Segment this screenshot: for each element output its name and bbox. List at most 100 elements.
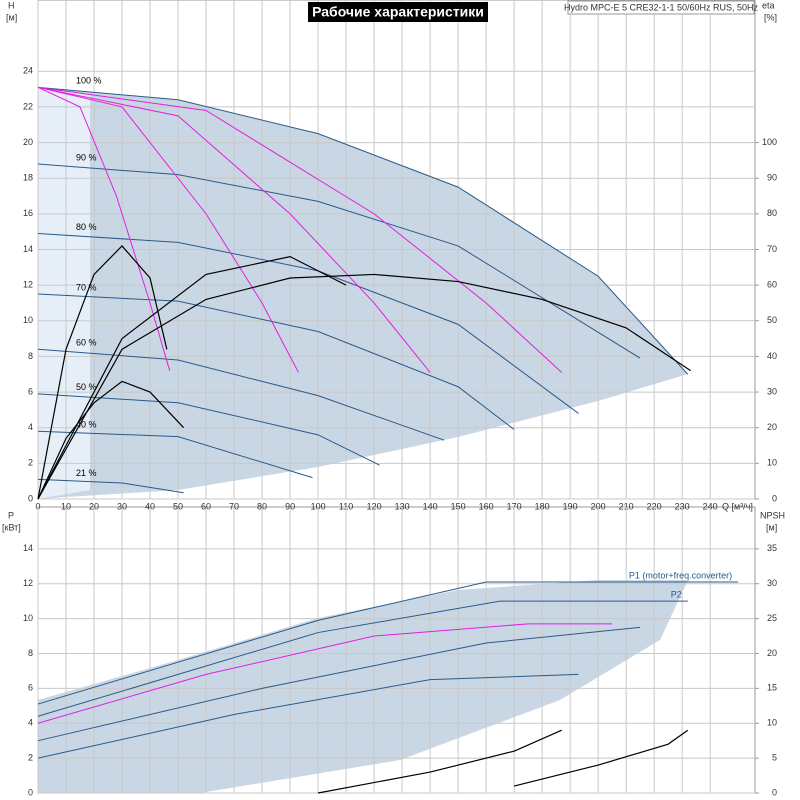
y-tick-label: 18 [23, 173, 33, 183]
x-tick-label: 150 [451, 501, 466, 511]
y-tick-label: 0 [28, 787, 33, 797]
operating-area-light [38, 87, 90, 499]
curve [37, 393, 380, 466]
y-tick-label: 12 [23, 578, 33, 588]
y-tick-label: 8 [28, 351, 33, 361]
curve-label: 70 % [76, 282, 97, 292]
curve-label: 80 % [76, 222, 97, 232]
y-tick-label: 8 [28, 648, 33, 658]
y2-tick-label: 25 [767, 613, 777, 623]
y-tick-label: 14 [23, 543, 33, 553]
y-tick-label: 2 [28, 752, 33, 762]
curve-label: 60 % [76, 338, 97, 348]
x-tick-label: 220 [647, 501, 662, 511]
x-tick-label: 240 [703, 501, 718, 511]
x-tick-label: 40 [145, 501, 155, 511]
y-label: P [8, 510, 14, 520]
y-tick-label: 22 [23, 101, 33, 111]
curve [37, 380, 185, 500]
y2-tick-label: 60 [767, 280, 777, 290]
x-tick-label: 210 [619, 501, 634, 511]
y2-tick-label: 80 [767, 208, 777, 218]
curve [37, 86, 171, 371]
curve [37, 623, 613, 724]
x-tick-label: 190 [563, 501, 578, 511]
x-tick-label: 200 [591, 501, 606, 511]
y-tick-label: 6 [28, 386, 33, 396]
curve [37, 86, 689, 375]
y-tick-label: 6 [28, 683, 33, 693]
y-unit: [м] [6, 12, 17, 22]
x-tick-label: 10 [61, 501, 71, 511]
y-tick-label: 10 [23, 315, 33, 325]
y-tick-label: 20 [23, 137, 33, 147]
x-tick-label: 60 [201, 501, 211, 511]
y2-unit: [%] [764, 12, 777, 22]
y-tick-label: 2 [28, 458, 33, 468]
curve-label: 90 % [76, 152, 97, 162]
x-tick-label: 120 [367, 501, 382, 511]
curve [37, 600, 688, 717]
y2-unit: [м] [766, 522, 777, 532]
y-label: H [8, 0, 15, 10]
x-label: Q [м³/ч] [722, 501, 753, 511]
curve [37, 86, 431, 373]
operating-area [38, 87, 688, 499]
y2-tick-label: 5 [772, 752, 777, 762]
y2-tick-label: 0 [772, 787, 777, 797]
curve [37, 673, 579, 759]
x-tick-label: 160 [479, 501, 494, 511]
curve [37, 293, 515, 430]
y-tick-label: 12 [23, 280, 33, 290]
curve-label: 40 % [76, 420, 97, 430]
y2-tick-label: 30 [767, 578, 777, 588]
y2-tick-label: 20 [767, 648, 777, 658]
annotation-box [567, 0, 755, 15]
y-tick-label: 14 [23, 244, 33, 254]
chart-layer: 0 10 20 30 40 50 60 70 80 90 100 110 120 130 140 150 160… [23, 0, 777, 797]
y-tick-label: 16 [23, 208, 33, 218]
y2-tick-label: 0 [772, 493, 777, 503]
x-tick-label: 140 [423, 501, 438, 511]
x-tick-label: 20 [89, 501, 99, 511]
x-tick-label: 230 [675, 501, 690, 511]
curve-label: P2 [671, 590, 682, 600]
curve [37, 273, 691, 500]
x-tick-label: 110 [339, 501, 353, 511]
x-tick-label: 130 [395, 501, 410, 511]
y2-tick-label: 90 [767, 173, 777, 183]
x-tick-label: 100 [311, 501, 326, 511]
curve [37, 163, 641, 359]
x-tick-label: 30 [117, 501, 127, 511]
curve [37, 626, 641, 742]
y2-tick-label: 70 [767, 244, 777, 254]
y2-tick-label: 100 [762, 137, 777, 147]
x-tick-label: 0 [35, 501, 40, 511]
curve [37, 348, 445, 441]
curve [37, 478, 184, 494]
y2-tick-label: 50 [767, 315, 777, 325]
curve [37, 245, 168, 500]
curve [37, 86, 299, 373]
y2-tick-label: 40 [767, 351, 777, 361]
y2-label: NPSH [760, 510, 785, 520]
x-tick-label: 90 [285, 501, 295, 511]
y-tick-label: 0 [28, 493, 33, 503]
curve-label: 100 % [76, 76, 102, 86]
y-tick-label: 10 [23, 613, 33, 623]
curve [317, 729, 562, 794]
y2-label: eta [762, 0, 775, 10]
curve-label: 50 % [76, 382, 97, 392]
curve-label: P1 (motor+freq.converter) [629, 570, 732, 580]
y2-tick-label: 35 [767, 543, 777, 553]
curve [37, 430, 313, 479]
curve [37, 86, 563, 373]
power-area [38, 580, 688, 793]
title-box [308, 2, 488, 22]
curve [37, 255, 347, 500]
y2-tick-label: 15 [767, 683, 777, 693]
x-tick-label: 180 [535, 501, 550, 511]
y2-tick-label: 10 [767, 458, 777, 468]
y-tick-label: 24 [23, 66, 33, 76]
curve [513, 729, 689, 787]
